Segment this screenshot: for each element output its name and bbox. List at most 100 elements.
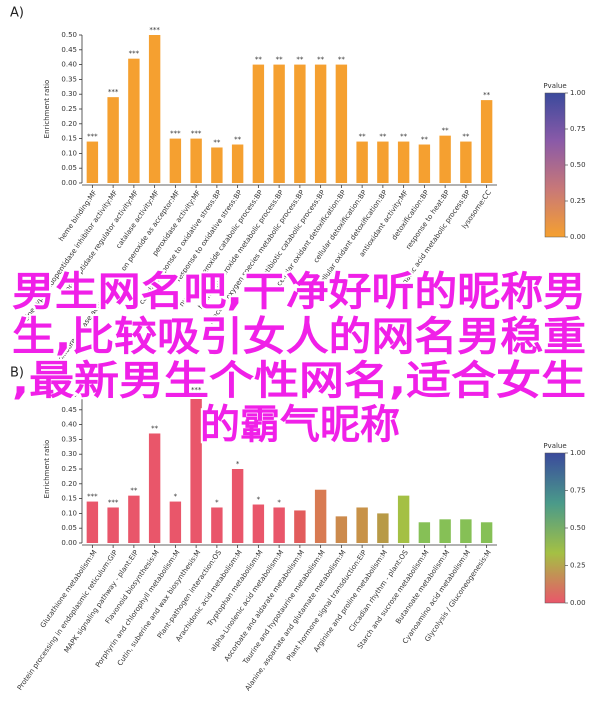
bar [294,510,306,543]
y-tick-label: 0.10 [61,149,77,157]
bar [86,501,99,543]
y-tick-label: 0.30 [61,90,77,98]
significance-label: ** [359,133,367,141]
bar [128,495,140,543]
significance-label: ** [130,487,138,495]
significance-label: *** [170,130,181,138]
significance-label: *** [87,493,98,501]
bar [439,519,451,543]
bar [107,97,119,183]
significance-label: ** [442,127,450,135]
significance-label: ** [276,56,284,64]
significance-label: ** [296,56,304,64]
y-tick-label: 0.45 [61,46,77,54]
significance-label: * [277,498,281,506]
bar [107,507,119,543]
significance-label: ** [379,133,387,141]
overlay-caption: 生,比较吸引女人的网名男稳重 [12,314,586,360]
bar [335,516,348,543]
y-tick-label: 0.30 [61,450,77,458]
bar [169,138,182,183]
significance-label: ** [400,133,408,141]
colorbar-title: Pvalue [543,82,566,90]
bar [356,141,368,183]
significance-label: ** [462,133,470,141]
bar [294,64,306,183]
significance-label: *** [191,130,202,138]
overlay-caption: ,最新男生个性网名,适合女生 [12,358,586,404]
significance-label: ** [317,56,325,64]
significance-label: * [236,460,240,468]
bar [190,138,202,183]
significance-label: * [215,498,219,506]
bar [148,433,161,543]
y-tick-label: 0.35 [61,75,77,83]
bar [460,141,472,183]
y-tick-label: 0.20 [61,120,77,128]
colorbar-title: Pvalue [543,442,566,450]
bar [190,395,202,543]
significance-label: ** [483,91,491,99]
significance-label: ** [338,56,346,64]
y-axis-label: Enrichment ratio [43,80,51,139]
colorbar-tick-label: 0.75 [570,487,586,495]
colorbar [544,452,566,604]
significance-label: *** [108,498,119,506]
y-tick-label: 0.00 [61,539,77,547]
bar [480,522,493,543]
significance-label: *** [149,26,160,34]
bar [439,135,451,183]
bar [314,64,327,183]
significance-label: ** [255,56,263,64]
y-tick-label: 0.15 [61,495,77,503]
bar [273,64,285,183]
y-tick-label: 0.15 [61,135,77,143]
bar [335,64,348,183]
bar [211,507,223,543]
significance-label: *** [87,133,98,141]
bar [148,35,161,183]
bar [356,507,368,543]
overlay-caption: 男生网名吧,干净好听的昵称男 [12,269,586,315]
bar [273,507,285,543]
colorbar-tick-label: 1.00 [570,449,586,457]
bar [86,141,99,183]
bar [252,504,265,543]
y-tick-label: 0.00 [61,179,77,187]
colorbar-tick-label: 0.50 [570,161,586,169]
x-tick-label: detoxification:BP [390,189,430,242]
y-tick-label: 0.50 [61,31,77,39]
significance-label: *** [191,386,202,394]
x-tick-label: heme binding:MF [57,189,98,243]
colorbar [544,92,566,238]
panel-label: A) [10,6,24,21]
bar [169,501,182,543]
bar [418,522,431,543]
y-tick-label: 0.25 [61,105,77,113]
y-tick-label: 0.50 [61,391,77,399]
colorbar-tick-label: 0.75 [570,125,586,133]
bar [397,141,410,183]
colorbar-tick-label: 0.00 [570,599,586,607]
y-tick-label: 0.10 [61,509,77,517]
bar [397,495,410,543]
significance-label: * [257,496,261,504]
panel-label: B) [10,366,24,381]
overlay-caption: 的霸气昵称 [200,402,400,448]
y-tick-label: 0.40 [61,61,77,69]
bar [231,469,244,543]
y-tick-label: 0.05 [61,164,77,172]
bar [377,513,389,543]
y-tick-label: 0.20 [61,480,77,488]
bar [418,144,431,183]
y-tick-label: 0.40 [61,421,77,429]
colorbar-tick-label: 0.50 [570,524,586,532]
significance-label: ** [151,424,159,432]
colorbar-tick-label: 0.25 [570,562,586,570]
y-tick-label: 0.45 [61,406,77,414]
colorbar-tick-label: 1.00 [570,89,586,97]
y-axis-label: Enrichment ratio [43,440,51,499]
bar [128,58,140,183]
bar [314,489,327,543]
